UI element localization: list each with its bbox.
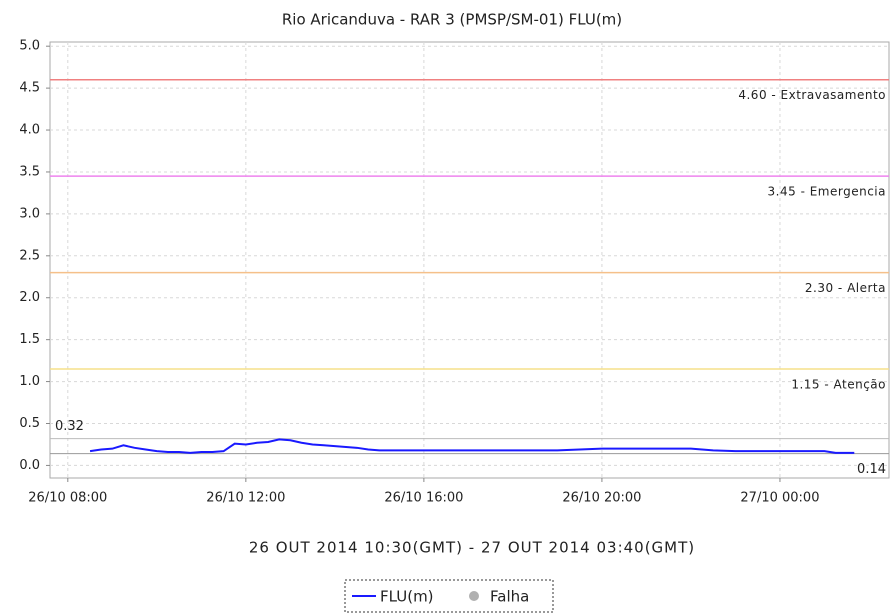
y-tick-label: 4.5	[19, 81, 40, 96]
legend-swatch	[469, 591, 479, 601]
chart-title: Rio Aricanduva - RAR 3 (PMSP/SM-01) FLU(…	[282, 11, 622, 29]
min-label: 0.14	[857, 462, 886, 477]
legend-label: FLU(m)	[380, 588, 434, 606]
x-axis-label: 26 OUT 2014 10:30(GMT) - 27 OUT 2014 03:…	[249, 539, 695, 557]
threshold-label: 4.60 - Extravasamento	[738, 88, 886, 102]
y-tick-label: 2.5	[19, 248, 40, 263]
data-line	[89, 438, 855, 454]
x-tick-label: 27/10 00:00	[740, 491, 819, 506]
x-tick-label: 26/10 20:00	[562, 491, 641, 506]
x-tick-label: 26/10 12:00	[206, 491, 285, 506]
plot-area	[49, 41, 890, 479]
threshold-label: 3.45 - Emergencia	[768, 185, 886, 199]
y-tick-label: 3.0	[19, 206, 40, 221]
y-tick-label: 4.0	[19, 123, 40, 138]
y-tick-label: 1.0	[19, 374, 40, 389]
y-tick-label: 2.0	[19, 290, 40, 305]
x-tick-label: 26/10 08:00	[28, 491, 107, 506]
max-label: 0.32	[55, 419, 84, 434]
y-tick-label: 0.5	[19, 416, 40, 431]
legend-label: Falha	[490, 588, 529, 606]
y-tick-label: 0.0	[19, 458, 40, 473]
x-tick-label: 26/10 16:00	[384, 491, 463, 506]
y-tick-label: 1.5	[19, 332, 40, 347]
y-tick-label: 3.5	[19, 164, 40, 179]
y-tick-label: 5.0	[19, 39, 40, 54]
threshold-label: 1.15 - Atenção	[791, 378, 886, 392]
threshold-label: 2.30 - Alerta	[805, 281, 886, 295]
legend-box	[344, 579, 554, 613]
